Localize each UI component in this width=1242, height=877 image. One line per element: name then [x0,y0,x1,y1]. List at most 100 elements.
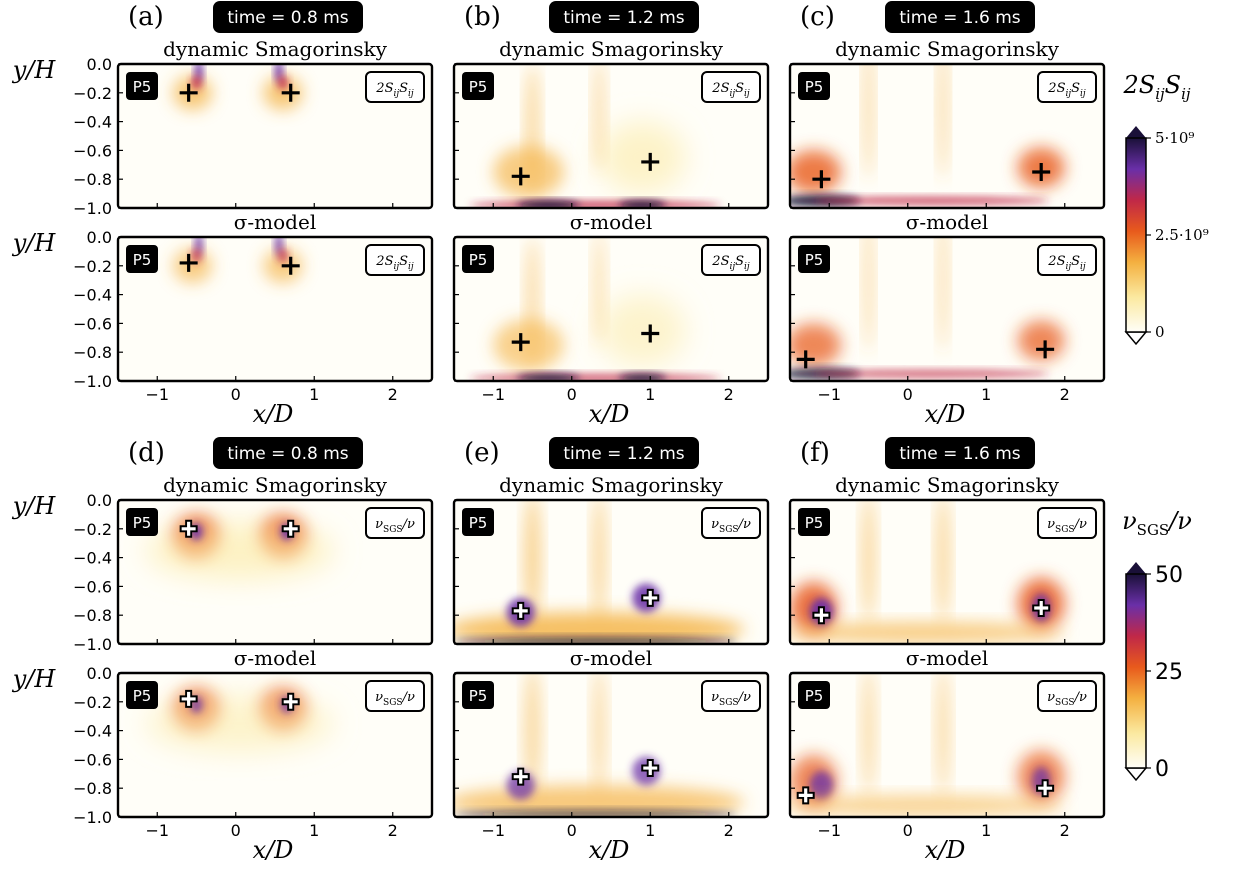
heatmap-structure [790,150,842,194]
model-title: σ-model [234,646,316,670]
subplot-dynamic-smagorinsky: dynamic Smagorinsky P5 νSGS/ν [788,473,1106,646]
x-tick-label: 1 [645,821,655,840]
marker-fill [181,691,196,706]
heatmap-field [790,64,1104,208]
y-axis-label: y/H [12,492,57,520]
x-tick-label: 2 [388,821,398,840]
colorbar-extend-min [1124,331,1148,346]
x-axis-label: x/D [925,400,966,428]
vortex-center-marker [641,152,660,171]
marker-fill [181,521,196,536]
y-tick-label: −0.6 [73,141,112,160]
y-tick-label: −1.0 [73,199,112,218]
quantity-tag [365,507,425,539]
p5-tag [126,245,158,273]
time-badge [885,437,1035,469]
marker-cross [511,167,530,186]
subplot-dynamic-smagorinsky: dynamic Smagorinsky P5 2SijSij [788,37,1106,210]
heatmap-structure [790,795,1065,816]
model-title: σ-model [906,646,988,670]
p5-tag [798,681,830,709]
p5-tag-label: P5 [133,78,152,96]
quantity-tag [1037,680,1097,712]
p5-tag-label: P5 [805,251,824,269]
subplot-sigma-model: σ-model P5 νSGS/ν −1 0 1 2 x/D [452,646,770,864]
vortex-center-marker [641,759,660,778]
model-title: dynamic Smagorinsky [835,473,1059,497]
model-title: σ-model [906,210,988,234]
x-tick-label: 1 [981,385,991,404]
x-tick-label: 2 [1060,385,1070,404]
vortex-center-marker [179,83,198,102]
heatmap-structure [936,673,950,796]
subplot-sigma-model: σ-model P5 2SijSij 0.0 −0.2 −0.4 −0.6 −0.8 −1.0 y… [12,210,434,428]
vortex-center-marker [1032,599,1051,617]
y-tick-label: 0.0 [87,491,112,510]
vortex-center-marker [179,689,198,708]
heatmap-structure [191,248,202,263]
quantity-tag [365,680,425,712]
x-axis-label: x/D [253,836,294,864]
heatmap-structure [862,500,875,623]
p5-tag [126,508,158,536]
time-badge-label: time = 1.6 ms [899,444,1020,464]
panel-d: (d) time = 0.8 ms dynamic Smagorinsky P5 νSG… [12,437,434,864]
quantity-tag-label: νSGS/ν [711,517,751,535]
quantity-tag-label: 2SijSij [711,254,750,272]
x-tick-label: 2 [1060,821,1070,840]
quantity-tag-label: 2SijSij [1047,81,1086,99]
model-title: σ-model [570,646,652,670]
y-tick-label: 0.0 [87,228,112,247]
x-tick-label: 0 [567,385,577,404]
panel-letter: (a) [128,2,164,32]
vortex-center-marker [511,767,530,786]
quantity-tag-label: 2SijSij [375,81,414,99]
heatmap-structure [524,500,541,623]
x-tick-label: −1 [145,385,169,404]
heatmap-structure [938,237,948,353]
colorbar-gradient [1125,137,1147,333]
heatmap-structure [936,500,950,623]
p5-tag [462,245,494,273]
panel-a: (a) time = 0.8 ms dynamic Smagorinsky P5 2Si… [12,1,434,428]
heatmap-field [790,673,1104,817]
panel-f: (f) time = 1.6 ms dynamic Smagorinsky P5 νSG… [788,437,1106,864]
colorbar-tick-label: 0 [1155,757,1169,782]
marker-cross [281,83,300,102]
model-title: dynamic Smagorinsky [835,37,1059,61]
y-tick-label: −0.4 [73,286,112,305]
model-title: σ-model [234,210,316,234]
panel-b: (b) time = 1.2 ms dynamic Smagorinsky P5 2Si… [452,1,770,428]
x-tick-label: 0 [903,385,913,404]
quantity-tag [1037,71,1097,103]
colorbar-gradient [1125,573,1147,769]
marker-fill [798,788,813,803]
quantity-tag [1037,507,1097,539]
heatmap-structure [863,237,874,353]
heatmap-structure [592,500,606,623]
marker-cross [511,333,530,352]
subplot-sigma-model: σ-model P5 νSGS/ν −1 0 1 2 x/D [788,646,1106,864]
y-tick-label: −1.0 [73,808,112,827]
panel-letter: (f) [800,438,830,468]
p5-tag-label: P5 [133,514,152,532]
marker-fill [283,521,298,536]
vortex-center-marker [179,253,198,272]
panel-letter: (b) [464,2,501,32]
y-tick-label: −0.4 [73,722,112,741]
x-tick-label: −1 [481,385,505,404]
x-axis-label: x/D [589,836,630,864]
axes-frame [116,671,434,819]
axes-frame [452,235,770,383]
x-tick-label: 0 [231,821,241,840]
time-badge-label: time = 0.8 ms [227,444,348,464]
marker-cross [1036,340,1055,359]
p5-tag-label: P5 [469,514,488,532]
x-tick-label: 1 [309,821,319,840]
time-badge [549,437,699,469]
axes-frame [788,235,1106,383]
y-tick-label: −0.8 [73,606,112,625]
time-badge-label: time = 0.8 ms [227,8,348,28]
y-tick-label: −0.2 [73,520,112,539]
y-tick-label: −1.0 [73,372,112,391]
